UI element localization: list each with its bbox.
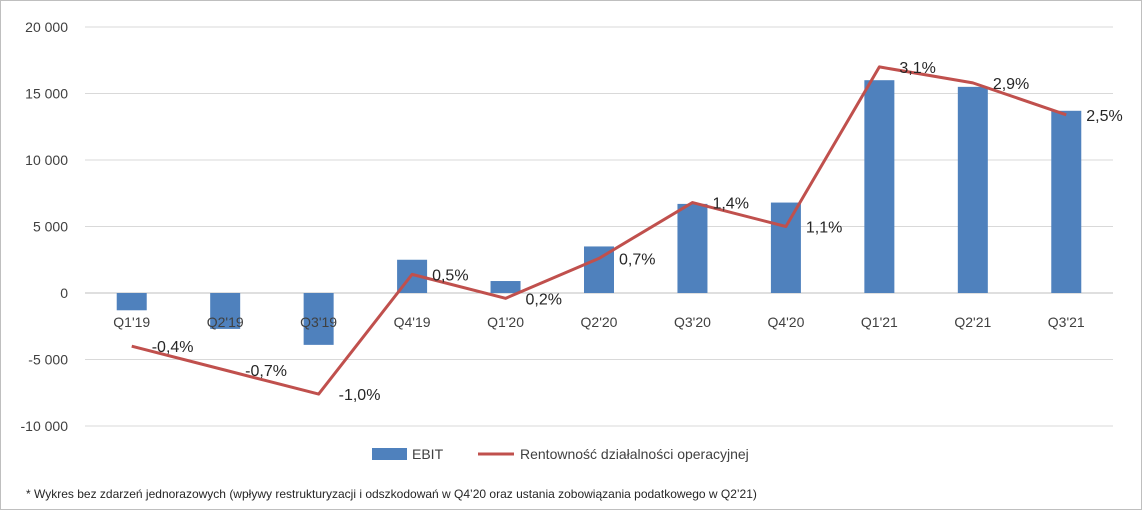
legend-label-ebit: EBIT <box>412 446 444 462</box>
y-tick-label: 10 000 <box>25 152 68 168</box>
margin-data-label: -0,7% <box>245 363 287 380</box>
y-tick-label: 15 000 <box>25 86 68 102</box>
x-tick-label: Q2'20 <box>581 314 618 330</box>
ebit-bar <box>770 202 801 293</box>
x-tick-label: Q1'20 <box>487 314 524 330</box>
margin-data-labels: -0,4% -0,7% -1,0% 0,5% 0,2% 0,7% 1,4% 1,1% 3,1% 2… <box>152 60 1123 404</box>
ebit-bar <box>677 203 708 293</box>
margin-line <box>131 65 1067 396</box>
margin-data-label: 1,1% <box>806 220 842 237</box>
margin-data-label: 0,2% <box>526 291 562 308</box>
x-tick-label: Q1'19 <box>113 314 150 330</box>
ebit-bar <box>957 86 988 293</box>
margin-data-label: 2,9% <box>993 76 1029 93</box>
margin-data-label: 0,7% <box>619 251 655 268</box>
margin-data-label: 3,1% <box>899 60 935 77</box>
x-axis-tick-labels: Q1'19 Q2'19 Q3'19 Q4'19 Q1'20 Q2'20 Q3'20 Q4'20… <box>113 314 1085 330</box>
x-tick-label: Q1'21 <box>861 314 898 330</box>
margin-data-label: 0,5% <box>432 267 468 284</box>
y-tick-label: 0 <box>60 285 68 301</box>
y-axis-tick-labels: 20 000 15 000 10 000 5 000 0 -5 000 -10 000 <box>21 19 69 434</box>
ebit-bar <box>584 246 614 293</box>
legend-label-margin: Rentowność działalności operacyjnej <box>520 446 749 462</box>
margin-line-path <box>131 65 1067 396</box>
legend-swatch-ebit <box>372 448 407 460</box>
margin-data-label: -0,4% <box>152 339 194 356</box>
y-tick-label: 20 000 <box>25 19 68 35</box>
x-tick-label: Q3'21 <box>1048 314 1085 330</box>
ebit-bar <box>116 293 147 311</box>
ebit-bar <box>303 293 334 345</box>
ebit-bar <box>1051 110 1082 293</box>
footnote: * Wykres bez zdarzeń jednorazowych (wpły… <box>26 487 757 501</box>
ebit-bar <box>210 293 241 329</box>
x-tick-label: Q2'21 <box>954 314 991 330</box>
ebit-bar <box>864 80 895 293</box>
x-tick-label: Q2'19 <box>207 314 244 330</box>
x-tick-label: Q4'19 <box>394 314 431 330</box>
y-tick-label: -10 000 <box>21 418 69 434</box>
margin-data-label: 1,4% <box>712 196 748 213</box>
x-tick-label: Q3'19 <box>300 314 337 330</box>
x-tick-label: Q4'20 <box>767 314 804 330</box>
ebit-bar <box>490 281 521 293</box>
margin-data-label: -1,0% <box>339 387 381 404</box>
legend: EBIT Rentowność działalności operacyjnej <box>372 446 749 462</box>
y-tick-label: -5 000 <box>28 352 68 368</box>
ebit-bars <box>116 80 1082 345</box>
y-tick-label: 5 000 <box>33 219 68 235</box>
margin-data-label: 2,5% <box>1086 108 1122 125</box>
x-tick-label: Q3'20 <box>674 314 711 330</box>
